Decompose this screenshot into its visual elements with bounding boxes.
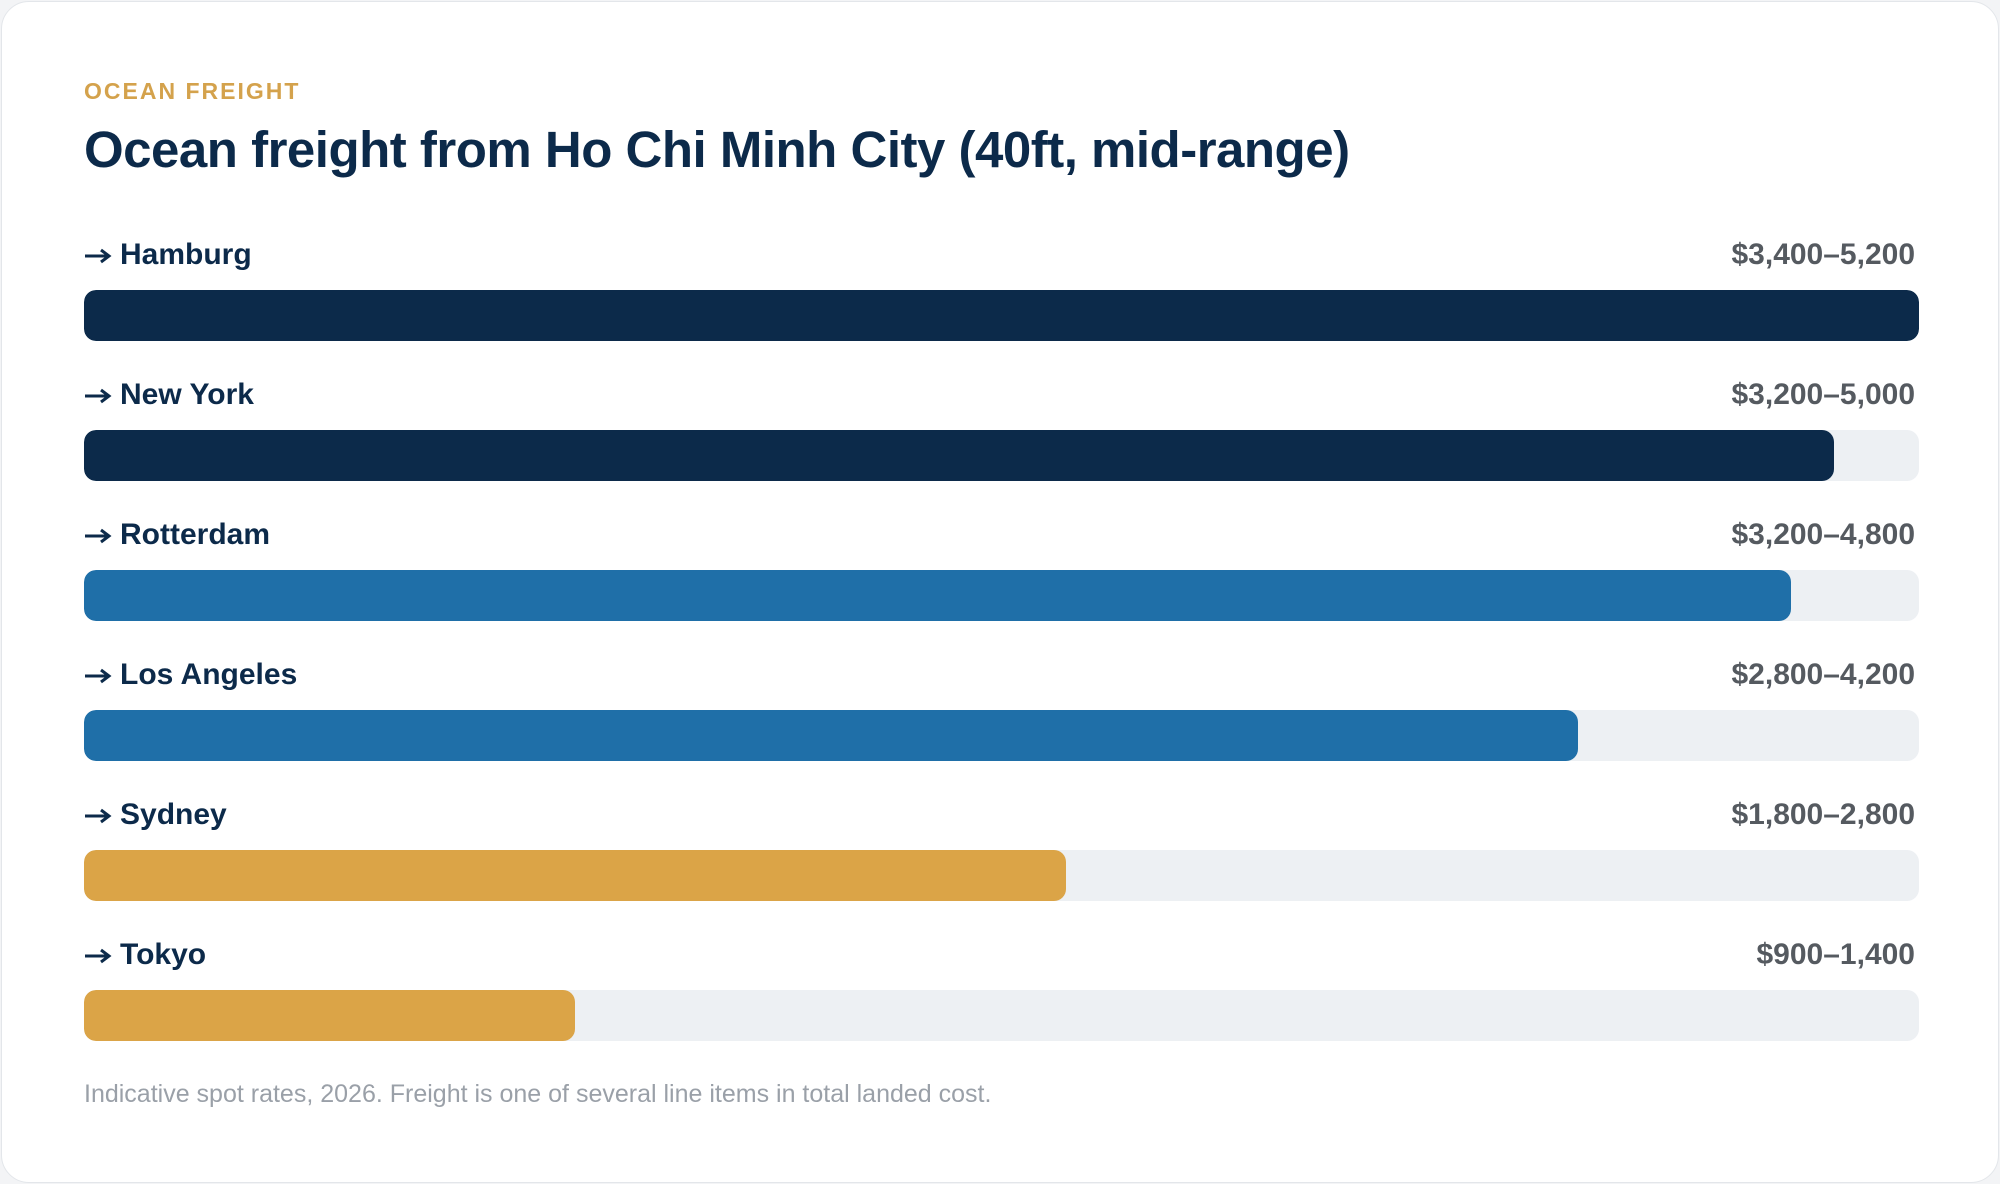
bar	[84, 710, 1578, 761]
value-label: $3,200–5,000	[1731, 378, 1915, 411]
arrow-glyph	[85, 808, 112, 824]
category-label: Hamburg	[120, 238, 252, 271]
chart-title: Ocean freight from Ho Chi Minh City (40f…	[84, 121, 1350, 178]
bar	[84, 290, 1919, 341]
arrow-icon	[84, 528, 112, 544]
kicker: OCEAN FREIGHT	[84, 78, 301, 104]
category-label: Rotterdam	[120, 518, 271, 551]
bar-track	[84, 710, 1919, 761]
arrow-icon	[84, 808, 112, 824]
arrow-glyph	[85, 248, 112, 264]
category-label: Tokyo	[120, 938, 207, 971]
arrow-icon	[84, 948, 112, 964]
footnote: Indicative spot rates, 2026. Freight is …	[84, 1080, 992, 1108]
category-label: New York	[120, 378, 254, 411]
value-label: $1,800–2,800	[1731, 798, 1915, 831]
arrow-glyph	[85, 388, 112, 404]
bar	[84, 850, 1066, 901]
value-label: $2,800–4,200	[1731, 658, 1915, 691]
value-label: $3,200–4,800	[1731, 518, 1915, 551]
arrow-icon	[84, 668, 112, 684]
bar	[84, 430, 1834, 481]
category-label: Sydney	[120, 798, 227, 831]
category-label: Los Angeles	[120, 658, 298, 691]
bar-track	[84, 570, 1919, 621]
bar-track	[84, 850, 1919, 901]
bar-track	[84, 290, 1919, 341]
bar	[84, 990, 575, 1041]
arrow-icon	[84, 248, 112, 264]
arrow-glyph	[85, 948, 112, 964]
value-label: $3,400–5,200	[1731, 238, 1915, 271]
arrow-glyph	[85, 528, 112, 544]
arrow-icon	[84, 388, 112, 404]
arrow-glyph	[85, 668, 112, 684]
bar-track	[84, 430, 1919, 481]
bar-track	[84, 990, 1919, 1041]
value-label: $900–1,400	[1756, 938, 1916, 971]
bar	[84, 570, 1791, 621]
